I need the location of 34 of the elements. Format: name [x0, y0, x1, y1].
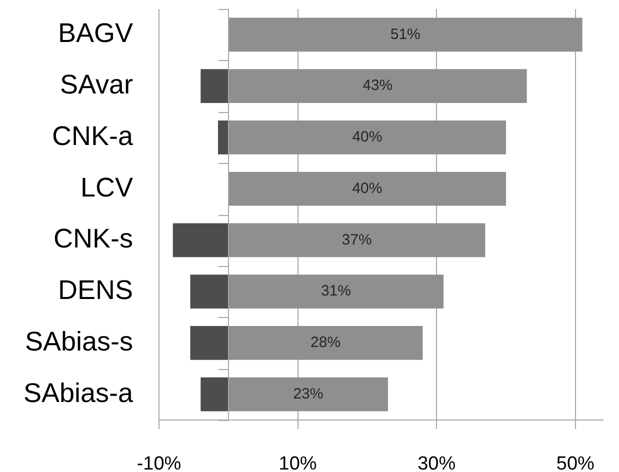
y-tick-label: CNK-a	[52, 120, 134, 151]
y-tick-label: CNK-s	[54, 224, 133, 254]
bar	[228, 377, 388, 412]
bar	[228, 18, 582, 52]
bar	[172, 223, 228, 258]
y-tick-label: DENS	[58, 275, 133, 306]
data-label: 43%	[362, 77, 393, 94]
x-tick-label: -10%	[136, 454, 182, 472]
data-label: 28%	[310, 334, 341, 352]
bar	[200, 377, 228, 412]
data-label: 51%	[390, 26, 420, 43]
data-label: 40%	[352, 180, 382, 197]
data-label: 37%	[342, 231, 372, 248]
x-tick-label: 10%	[278, 454, 317, 472]
bar	[228, 172, 506, 206]
y-tick-label: SAbias-s	[24, 326, 133, 356]
y-tick-label: BAGV	[58, 18, 133, 48]
bar	[190, 326, 228, 360]
bar	[228, 326, 423, 360]
data-label: 23%	[293, 385, 324, 402]
y-tick-label: LCV	[80, 172, 133, 202]
bar	[228, 274, 444, 309]
bar	[228, 223, 486, 258]
bar	[200, 69, 228, 104]
bar	[228, 69, 527, 104]
bar	[218, 120, 228, 154]
bar	[190, 274, 228, 309]
data-label: 31%	[320, 282, 351, 300]
y-tick-label: SAvar	[60, 70, 133, 100]
y-tick-label: SAbias-a	[23, 378, 134, 408]
data-label: 40%	[352, 128, 382, 146]
x-tick-label: 50%	[556, 454, 595, 472]
bar	[228, 120, 506, 154]
x-tick-label: 30%	[418, 454, 456, 472]
